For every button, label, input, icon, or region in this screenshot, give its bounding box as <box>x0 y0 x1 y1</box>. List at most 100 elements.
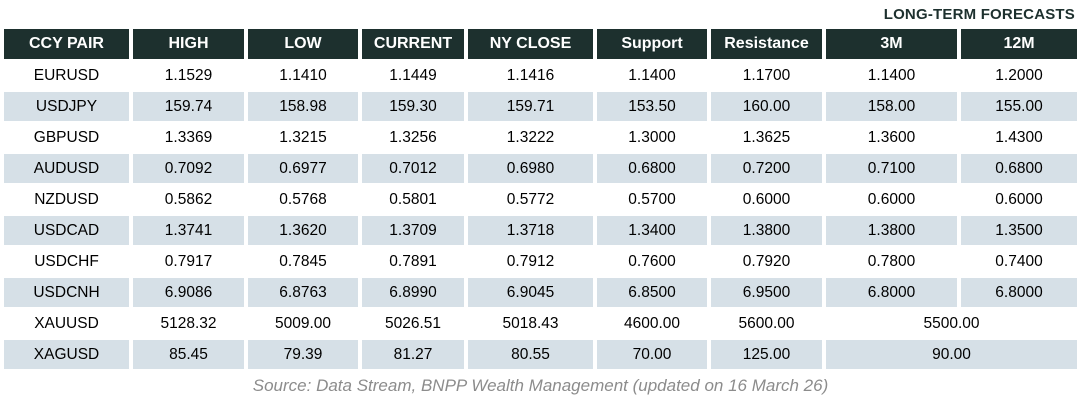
cell-current: 0.7891 <box>362 247 464 276</box>
cell-ny-close: 5018.43 <box>468 309 593 338</box>
column-header-support: Support <box>597 29 707 59</box>
cell-resistance: 5600.00 <box>711 309 822 338</box>
cell-resistance: 0.6000 <box>711 185 822 214</box>
cell-ny-close: 0.5772 <box>468 185 593 214</box>
cell-high: 0.5862 <box>133 185 244 214</box>
cell-forecast-3m: 1.3600 <box>826 123 957 152</box>
table-row: EURUSD 1.1529 1.1410 1.1449 1.1416 1.1400 1.17… <box>4 61 1077 90</box>
table-row: AUDUSD 0.7092 0.6977 0.7012 0.6980 0.6800 0.72… <box>4 154 1077 183</box>
cell-forecast-12m: 0.6000 <box>961 185 1077 214</box>
source-note: Source: Data Stream, BNPP Wealth Managem… <box>252 376 829 395</box>
cell-ny-close: 1.1416 <box>468 61 593 90</box>
cell-high: 5128.32 <box>133 309 244 338</box>
cell-current: 5026.51 <box>362 309 464 338</box>
cell-forecast-3m-12m: 5500.00 <box>826 309 1077 338</box>
cell-forecast-12m: 155.00 <box>961 92 1077 121</box>
cell-current: 1.1449 <box>362 61 464 90</box>
table-row: USDCAD 1.3741 1.3620 1.3709 1.3718 1.3400 1.38… <box>4 216 1077 245</box>
table-body: EURUSD 1.1529 1.1410 1.1449 1.1416 1.1400 1.17… <box>4 61 1077 369</box>
cell-current: 6.8990 <box>362 278 464 307</box>
table-row: USDCHF 0.7917 0.7845 0.7891 0.7912 0.7600 0.79… <box>4 247 1077 276</box>
cell-ccy-pair: USDCHF <box>4 247 129 276</box>
column-header-3m: 3M <box>826 29 957 59</box>
cell-low: 1.3215 <box>248 123 358 152</box>
cell-current: 0.7012 <box>362 154 464 183</box>
cell-low: 5009.00 <box>248 309 358 338</box>
cell-current: 1.3256 <box>362 123 464 152</box>
cell-ny-close: 0.7912 <box>468 247 593 276</box>
cell-ccy-pair: NZDUSD <box>4 185 129 214</box>
cell-forecast-12m: 6.8000 <box>961 278 1077 307</box>
cell-high: 0.7917 <box>133 247 244 276</box>
cell-resistance: 0.7920 <box>711 247 822 276</box>
cell-ny-close: 6.9045 <box>468 278 593 307</box>
cell-ny-close: 80.55 <box>468 340 593 369</box>
cell-current: 1.3709 <box>362 216 464 245</box>
table-row: XAUUSD 5128.32 5009.00 5026.51 5018.43 4600.0… <box>4 309 1077 338</box>
cell-ccy-pair: USDCAD <box>4 216 129 245</box>
cell-ny-close: 0.6980 <box>468 154 593 183</box>
cell-resistance: 0.7200 <box>711 154 822 183</box>
cell-support: 0.5700 <box>597 185 707 214</box>
cell-ny-close: 159.71 <box>468 92 593 121</box>
cell-current: 81.27 <box>362 340 464 369</box>
cell-forecast-12m: 0.6800 <box>961 154 1077 183</box>
cell-support: 6.8500 <box>597 278 707 307</box>
cell-high: 1.1529 <box>133 61 244 90</box>
column-header-current: CURRENT <box>362 29 464 59</box>
column-header-12m: 12M <box>961 29 1077 59</box>
cell-ny-close: 1.3222 <box>468 123 593 152</box>
cell-support: 153.50 <box>597 92 707 121</box>
cell-low: 158.98 <box>248 92 358 121</box>
cell-low: 0.7845 <box>248 247 358 276</box>
cell-forecast-3m: 1.3800 <box>826 216 957 245</box>
cell-forecast-3m: 6.8000 <box>826 278 957 307</box>
cell-forecast-12m: 1.2000 <box>961 61 1077 90</box>
column-header-high: HIGH <box>133 29 244 59</box>
cell-support: 0.6800 <box>597 154 707 183</box>
cell-low: 6.8763 <box>248 278 358 307</box>
cell-ccy-pair: GBPUSD <box>4 123 129 152</box>
cell-forecast-12m: 0.7400 <box>961 247 1077 276</box>
cell-low: 1.3620 <box>248 216 358 245</box>
cell-current: 159.30 <box>362 92 464 121</box>
cell-support: 1.1400 <box>597 61 707 90</box>
cell-ccy-pair: EURUSD <box>4 61 129 90</box>
table-row: USDCNH 6.9086 6.8763 6.8990 6.9045 6.8500 6.95… <box>4 278 1077 307</box>
fx-forecast-table: CCY PAIR HIGH LOW CURRENT NY CLOSE Support Res… <box>0 27 1081 371</box>
cell-support: 70.00 <box>597 340 707 369</box>
cell-forecast-3m-12m: 90.00 <box>826 340 1077 369</box>
cell-resistance: 1.3625 <box>711 123 822 152</box>
cell-forecast-3m: 1.1400 <box>826 61 957 90</box>
cell-support: 1.3000 <box>597 123 707 152</box>
cell-low: 0.6977 <box>248 154 358 183</box>
table-row: NZDUSD 0.5862 0.5768 0.5801 0.5772 0.5700 0.60… <box>4 185 1077 214</box>
cell-support: 4600.00 <box>597 309 707 338</box>
cell-high: 159.74 <box>133 92 244 121</box>
table-row: GBPUSD 1.3369 1.3215 1.3256 1.3222 1.3000 1.36… <box>4 123 1077 152</box>
cell-resistance: 125.00 <box>711 340 822 369</box>
cell-high: 85.45 <box>133 340 244 369</box>
cell-forecast-12m: 1.4300 <box>961 123 1077 152</box>
cell-resistance: 1.3800 <box>711 216 822 245</box>
cell-forecast-3m: 0.7100 <box>826 154 957 183</box>
column-header-ccy-pair: CCY PAIR <box>4 29 129 59</box>
cell-support: 1.3400 <box>597 216 707 245</box>
cell-forecast-3m: 0.7800 <box>826 247 957 276</box>
table-row: USDJPY 159.74 158.98 159.30 159.71 153.50 160.… <box>4 92 1077 121</box>
cell-low: 0.5768 <box>248 185 358 214</box>
cell-high: 6.9086 <box>133 278 244 307</box>
cell-current: 0.5801 <box>362 185 464 214</box>
cell-forecast-3m: 0.6000 <box>826 185 957 214</box>
cell-resistance: 6.9500 <box>711 278 822 307</box>
cell-resistance: 160.00 <box>711 92 822 121</box>
cell-low: 1.1410 <box>248 61 358 90</box>
column-header-ny-close: NY CLOSE <box>468 29 593 59</box>
cell-resistance: 1.1700 <box>711 61 822 90</box>
header-row: CCY PAIR HIGH LOW CURRENT NY CLOSE Support Res… <box>4 29 1077 59</box>
cell-high: 1.3369 <box>133 123 244 152</box>
cell-ccy-pair: USDJPY <box>4 92 129 121</box>
cell-ccy-pair: USDCNH <box>4 278 129 307</box>
column-header-low: LOW <box>248 29 358 59</box>
